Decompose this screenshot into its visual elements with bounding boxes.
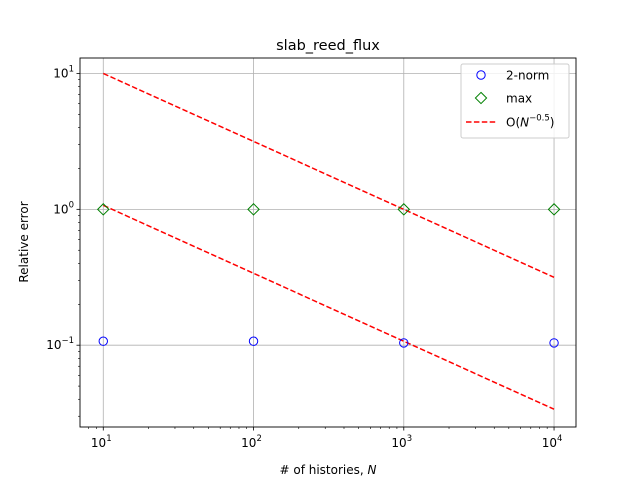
x-axis-label: # of histories, N	[279, 463, 376, 477]
reference-line-layer	[102, 72, 555, 410]
y-axis-label: Relative error	[17, 201, 31, 282]
x-tick-label: 102	[241, 434, 262, 450]
y-tick-label: 100	[53, 200, 74, 216]
reference-line	[102, 204, 555, 410]
legend-label-exponent: −0.5	[529, 114, 550, 124]
x-tick-label-exponent: 1	[106, 434, 111, 444]
data-point-max	[547, 203, 561, 216]
legend-label: 2-norm	[506, 69, 549, 83]
legend-label-suffix: )	[550, 116, 555, 130]
legend-label: O(N−0.5)	[506, 114, 554, 130]
legend: 2-norm max O(N−0.5)	[460, 63, 570, 139]
x-tick-label: 101	[91, 434, 112, 450]
y-tick-label-exponent: −1	[61, 336, 74, 346]
legend-label-var: N	[520, 116, 529, 130]
y-tick-label: 10−1	[46, 336, 74, 352]
legend-entries: 2-norm max O(N−0.5)	[466, 69, 554, 130]
data-point-2-norm	[399, 338, 409, 348]
reference-line	[102, 72, 555, 278]
data-point-2-norm	[248, 336, 259, 346]
x-tick-label: 104	[542, 434, 563, 450]
x-tick-label-base: 10	[542, 436, 557, 450]
marker-layer	[96, 203, 561, 348]
y-tick-label-exponent: 0	[69, 200, 74, 210]
x-tick-label-base: 10	[91, 436, 106, 450]
legend-label: max	[506, 92, 532, 106]
legend-label-prefix: O(	[506, 116, 520, 130]
legend-box	[460, 63, 570, 139]
y-tick-label-base: 10	[53, 66, 68, 80]
chart-title: slab_reed_flux	[276, 38, 380, 54]
data-point-2-norm	[549, 338, 559, 348]
data-point-2-norm	[98, 336, 108, 346]
x-tick-label-base: 10	[241, 436, 256, 450]
x-tick-label-base: 10	[391, 436, 406, 450]
x-axis-label-var: N	[368, 463, 377, 477]
y-tick-label: 101	[53, 64, 74, 80]
legend-marker-diamond	[474, 91, 488, 105]
x-tick-label-exponent: 2	[256, 434, 261, 444]
y-tick-label-base: 10	[46, 338, 61, 352]
data-point-max	[397, 203, 411, 216]
data-point-max	[247, 203, 260, 216]
legend-marker-circle	[476, 70, 486, 80]
x-tick-label-exponent: 4	[557, 434, 562, 444]
y-tick-label-base: 10	[53, 202, 68, 216]
x-tick-label-exponent: 3	[407, 434, 412, 444]
plot-frame	[79, 57, 577, 428]
data-point-max	[96, 203, 110, 216]
x-tick-label: 103	[391, 434, 412, 450]
x-axis-label-prefix: # of histories,	[279, 463, 367, 477]
y-tick-label-exponent: 1	[69, 64, 74, 74]
